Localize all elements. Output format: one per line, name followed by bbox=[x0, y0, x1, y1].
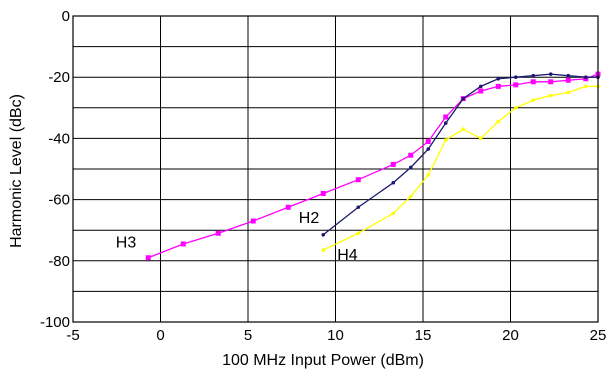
h4-data-point bbox=[321, 248, 326, 252]
h4-data-point bbox=[426, 173, 431, 177]
h2-data-point bbox=[426, 147, 431, 151]
x-tick-label: 10 bbox=[327, 327, 344, 344]
h4-data-point bbox=[566, 90, 571, 95]
h3-data-point bbox=[215, 230, 221, 236]
h3-data-point bbox=[565, 77, 571, 83]
h2-series-line bbox=[322, 73, 598, 236]
h3-data-point bbox=[495, 83, 501, 89]
y-tick-label: -100 bbox=[40, 314, 70, 331]
axes: -5 0 5 10 15 20 25 0 -20 -40 -60 -80 -100 bbox=[40, 8, 606, 344]
h4-data-point bbox=[548, 93, 553, 98]
h2-data-point bbox=[321, 232, 326, 237]
h2-data-point bbox=[548, 72, 553, 76]
x-tick-label: -5 bbox=[66, 327, 79, 344]
h2-data-point bbox=[513, 75, 518, 79]
label-layer: H3 H2 H4 bbox=[116, 210, 358, 264]
x-axis-title: 100 MHz Input Power (dBm) bbox=[222, 352, 424, 369]
x-tick-label: 0 bbox=[156, 327, 164, 344]
h4-data-point bbox=[408, 194, 413, 199]
h2-data-point bbox=[478, 84, 483, 89]
h4-data-point bbox=[583, 84, 588, 89]
h4-data-point bbox=[513, 106, 518, 110]
x-tick-label: 15 bbox=[415, 327, 432, 344]
h3-data-point bbox=[180, 241, 186, 247]
y-tick-label: -60 bbox=[48, 192, 70, 209]
h2-data-point bbox=[583, 75, 588, 79]
h4-data-point bbox=[478, 136, 483, 141]
h3-data-point bbox=[285, 204, 291, 210]
h4-data-point bbox=[461, 127, 466, 132]
y-axis-title: Harmonic Level (dBc) bbox=[8, 94, 25, 248]
h4-data-point bbox=[443, 138, 448, 142]
series-layer bbox=[145, 71, 601, 261]
h2-data-point bbox=[408, 165, 413, 170]
h2-data-point bbox=[391, 180, 396, 185]
h3-series-label: H3 bbox=[116, 235, 137, 252]
h2-data-point bbox=[566, 73, 571, 78]
y-tick-label: -20 bbox=[48, 69, 70, 86]
x-tick-label: 5 bbox=[244, 327, 252, 344]
h2-data-point bbox=[496, 76, 501, 81]
h3-data-point bbox=[425, 138, 431, 144]
x-tick-label: 20 bbox=[502, 327, 519, 344]
h4-series-label: H4 bbox=[337, 247, 358, 264]
h4-data-point bbox=[496, 119, 501, 124]
x-tick-label: 25 bbox=[590, 327, 607, 344]
h2-data-point bbox=[443, 121, 448, 125]
h3-data-point bbox=[250, 218, 256, 224]
h2-data-point bbox=[461, 96, 466, 101]
h2-data-point bbox=[531, 73, 536, 78]
h3-data-point bbox=[390, 161, 396, 167]
plot-frame bbox=[72, 15, 599, 323]
h4-data-point bbox=[391, 211, 396, 216]
h4-data-point bbox=[356, 231, 361, 236]
h3-data-point bbox=[145, 255, 151, 261]
h3-data-point bbox=[408, 152, 414, 158]
y-tick-label: 0 bbox=[62, 8, 70, 25]
h3-data-point bbox=[443, 114, 449, 120]
h3-data-point bbox=[355, 177, 361, 183]
h3-data-point bbox=[478, 88, 484, 94]
y-tick-label: -80 bbox=[48, 253, 70, 270]
h3-data-point bbox=[548, 79, 554, 85]
h2-series-label: H2 bbox=[299, 210, 320, 227]
h3-data-point bbox=[530, 79, 536, 85]
h3-series-line bbox=[148, 73, 599, 259]
h3-data-point bbox=[513, 82, 519, 88]
h3-data-point bbox=[320, 190, 326, 196]
grid bbox=[72, 15, 599, 323]
y-tick-label: -40 bbox=[48, 130, 70, 147]
h4-series-line bbox=[322, 85, 598, 251]
h2-data-point bbox=[356, 205, 361, 210]
h4-data-point bbox=[531, 98, 536, 102]
